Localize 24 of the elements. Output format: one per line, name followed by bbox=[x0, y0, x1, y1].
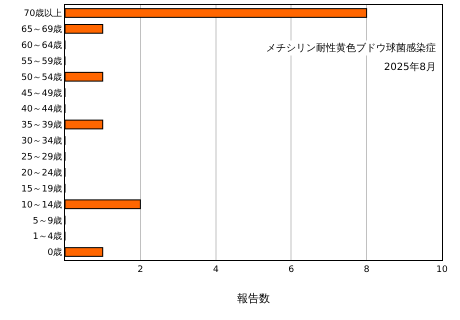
text: メチシリン耐性黄色ブドウ球菌感染症 bbox=[266, 42, 436, 54]
x-tick-label: 8 bbox=[364, 264, 370, 275]
y-tick-label: 55～59歳 bbox=[21, 56, 62, 67]
x-tick-label: 2 bbox=[138, 264, 144, 275]
y-tick-label: 10～14歳 bbox=[21, 199, 62, 210]
y-tick-label: 35～39歳 bbox=[21, 120, 62, 131]
y-tick-label: 5～9歳 bbox=[32, 215, 62, 226]
y-tick-label: 50～54歳 bbox=[21, 72, 62, 83]
y-tick-label: 65～69歳 bbox=[21, 24, 62, 36]
x-axis-title: 報告数 bbox=[237, 292, 270, 305]
text: 2025年8月 bbox=[384, 61, 436, 73]
y-tick-label: 1～4歳 bbox=[32, 231, 62, 242]
y-tick-label: 30～34歳 bbox=[21, 136, 62, 147]
y-tick-label: 20～24歳 bbox=[21, 167, 62, 178]
x-tick-label: 4 bbox=[212, 264, 219, 275]
y-tick-label: 40～44歳 bbox=[21, 104, 62, 115]
y-tick-label: 70歳以上 bbox=[24, 8, 62, 20]
y-tick-label: 0歳 bbox=[47, 247, 62, 258]
y-tick-label: 60～64歳 bbox=[21, 40, 62, 51]
x-tick-label: 6 bbox=[288, 264, 294, 275]
y-tick-label: 25～29歳 bbox=[21, 152, 62, 163]
y-tick-label: 15～19歳 bbox=[21, 183, 62, 194]
y-tick-label: 45～49歳 bbox=[21, 88, 62, 99]
x-tick-label: 10 bbox=[436, 264, 448, 275]
